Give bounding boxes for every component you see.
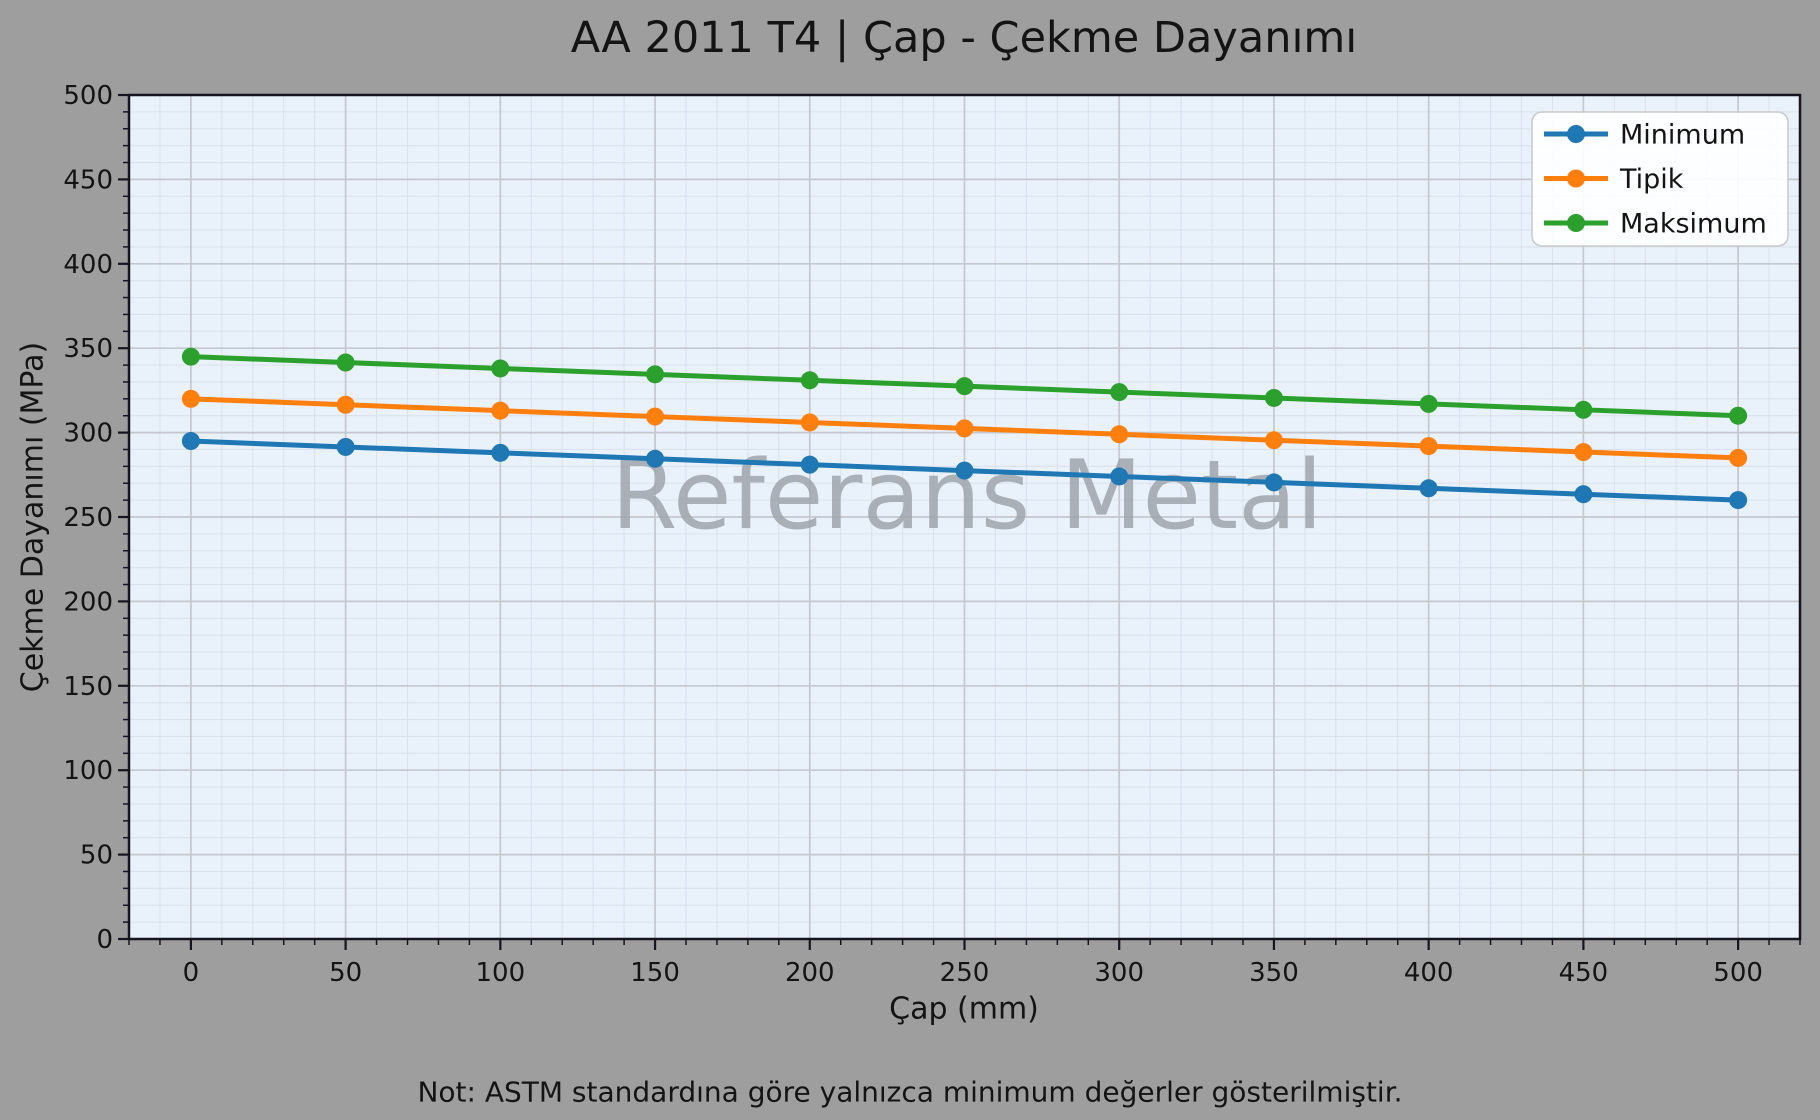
series-tipik-marker <box>955 419 974 438</box>
series-tipik-marker <box>1110 425 1129 444</box>
legend-sample-marker <box>1567 125 1585 143</box>
x-tick-label: 400 <box>1404 958 1454 988</box>
y-tick-label: 500 <box>63 81 113 111</box>
y-tick-label: 50 <box>80 841 113 871</box>
x-tick-label: 200 <box>785 958 835 988</box>
series-minimum-marker <box>646 449 665 468</box>
series-maksimum-marker <box>1419 394 1438 413</box>
footnote: Not: ASTM standardına göre yalnızca mini… <box>417 1075 1403 1109</box>
series-tipik-marker <box>800 413 819 432</box>
y-tick-label: 450 <box>63 165 113 195</box>
series-maksimum-marker <box>646 365 665 384</box>
y-tick-label: 0 <box>96 925 113 955</box>
legend-sample-marker <box>1567 169 1585 188</box>
legend-label: Tipik <box>1619 164 1684 195</box>
x-tick-label: 100 <box>476 958 526 988</box>
x-tick-label: 0 <box>183 958 200 988</box>
series-tipik-marker <box>1574 443 1593 462</box>
series-maksimum-marker <box>336 353 355 372</box>
x-axis-label: Çap (mm) <box>889 991 1039 1027</box>
y-tick-label: 400 <box>63 250 113 280</box>
legend-box <box>1531 111 1789 247</box>
y-axis-label: Çekme Dayanımı (MPa) <box>15 341 51 693</box>
watermark-text: Referans Metal <box>611 441 1323 551</box>
x-tick-label: 150 <box>630 958 680 988</box>
series-minimum-marker <box>336 437 355 456</box>
series-minimum-marker <box>1264 473 1283 492</box>
x-tick-label: 350 <box>1249 958 1299 988</box>
legend-label: Maksimum <box>1620 209 1767 240</box>
series-tipik-marker <box>181 389 200 408</box>
series-minimum-marker <box>1729 491 1748 510</box>
series-tipik-marker <box>646 407 665 426</box>
series-maksimum-marker <box>181 347 200 366</box>
y-tick-label: 100 <box>63 756 113 786</box>
series-tipik-marker <box>491 401 510 420</box>
series-minimum-marker <box>955 461 974 480</box>
legend-sample-marker <box>1567 214 1585 232</box>
series-minimum-marker <box>1110 467 1129 486</box>
series-maksimum-marker <box>955 377 974 396</box>
chart-title: AA 2011 T4 | Çap - Çekme Dayanımı <box>570 13 1358 63</box>
series-maksimum-marker <box>1264 388 1283 407</box>
series-minimum-marker <box>181 432 200 451</box>
x-tick-label: 250 <box>940 958 990 988</box>
legend-item-minimum: Minimum <box>1544 120 1745 151</box>
series-maksimum-marker <box>800 371 819 390</box>
legend-label: Minimum <box>1620 120 1745 151</box>
y-tick-label: 200 <box>63 587 113 617</box>
x-tick-label: 50 <box>329 958 362 988</box>
y-tick-label: 150 <box>63 672 113 702</box>
series-maksimum-marker <box>1110 383 1129 402</box>
legend-item-maksimum: Maksimum <box>1544 209 1767 240</box>
series-minimum-marker <box>491 443 510 462</box>
legend-item-tipik: Tipik <box>1544 164 1684 195</box>
y-tick-label: 300 <box>63 419 113 449</box>
series-minimum-marker <box>1419 479 1438 498</box>
y-tick-label: 350 <box>63 334 113 364</box>
x-tick-label: 500 <box>1713 958 1763 988</box>
x-tick-label: 450 <box>1559 958 1609 988</box>
series-tipik-marker <box>1729 448 1748 467</box>
series-tipik-marker <box>336 395 355 414</box>
y-tick-label: 250 <box>63 503 113 533</box>
series-tipik-marker <box>1264 431 1283 450</box>
series-minimum-marker <box>1574 485 1593 504</box>
series-tipik-marker <box>1419 437 1438 456</box>
series-maksimum-marker <box>1729 406 1748 425</box>
series-maksimum-marker <box>1574 400 1593 419</box>
series-minimum-marker <box>800 455 819 474</box>
x-tick-label: 300 <box>1094 958 1144 988</box>
series-maksimum-marker <box>491 359 510 378</box>
